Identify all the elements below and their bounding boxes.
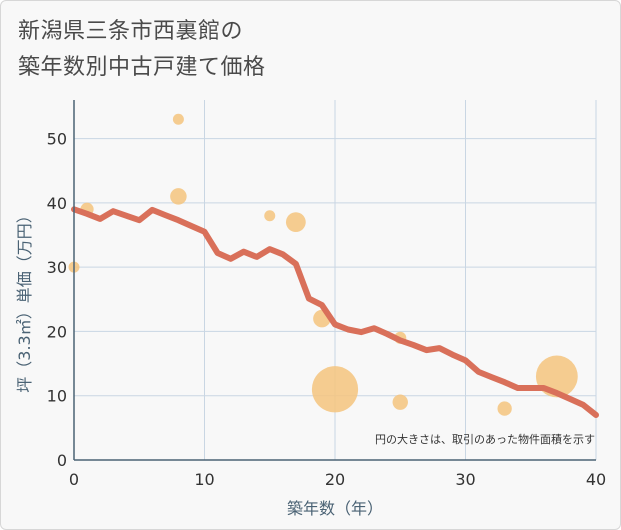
axes <box>73 100 596 461</box>
chart-title: 新潟県三条市西裏館の 築年数別中古戸建て価格 <box>18 14 266 86</box>
data-bubble <box>285 212 306 233</box>
data-bubble <box>264 210 276 222</box>
y-axis-label: 坪（3.3㎡）単価（万円） <box>15 207 34 392</box>
x-tick-label: 10 <box>194 470 214 489</box>
y-tick-label: 20 <box>47 322 67 341</box>
bubbles-layer <box>68 113 578 416</box>
x-axis-label: 築年数（年） <box>287 499 383 518</box>
tick-labels: 0 10 20 30 40 0 10 20 30 40 50 <box>47 130 607 489</box>
y-tick-label: 0 <box>57 451 67 470</box>
data-bubble <box>392 394 408 410</box>
x-tick-label: 30 <box>455 470 475 489</box>
trend-line <box>71 206 599 418</box>
title-line-2: 築年数別中古戸建て価格 <box>18 55 266 80</box>
x-tick-label: 20 <box>325 470 345 489</box>
y-tick-label: 30 <box>47 258 67 277</box>
data-bubble <box>172 113 184 125</box>
title-line-1: 新潟県三条市西裏館の <box>18 19 244 44</box>
y-tick-label: 50 <box>47 130 67 149</box>
size-note: 円の大きさは、取引のあった物件面積を示す <box>375 432 595 446</box>
data-bubble <box>170 188 187 205</box>
x-tick-label: 40 <box>586 470 606 489</box>
x-tick-label: 0 <box>69 470 79 489</box>
data-bubble <box>497 401 512 416</box>
y-tick-label: 40 <box>47 194 67 213</box>
y-tick-label: 10 <box>47 387 67 406</box>
data-bubble <box>311 366 359 413</box>
